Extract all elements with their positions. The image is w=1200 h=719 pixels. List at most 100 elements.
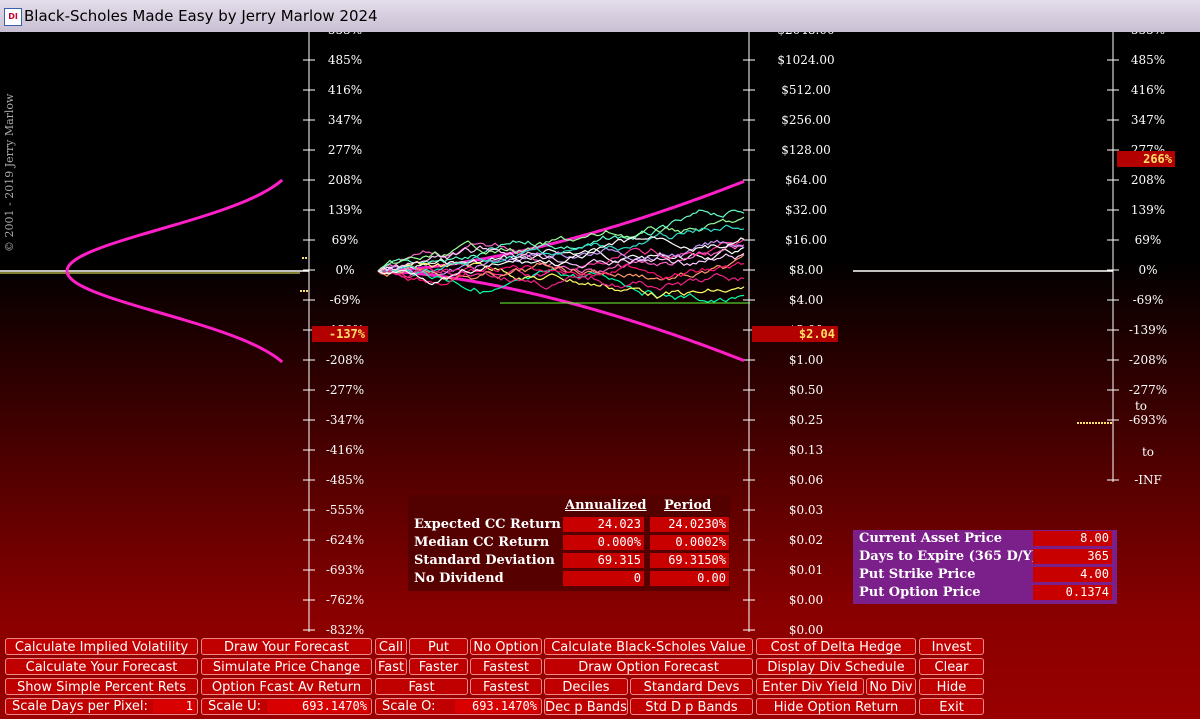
asset-row-strike[interactable]: Put Strike Price 4.00 bbox=[853, 566, 1117, 583]
price-axis-tick-label: $4.00 bbox=[789, 293, 823, 307]
put-button[interactable]: Put bbox=[409, 638, 468, 655]
left-axis-badge: -137% bbox=[312, 326, 368, 342]
standard-devs-button[interactable]: Standard Devs bbox=[630, 678, 753, 695]
simulation-path bbox=[377, 238, 745, 279]
price-axis-badge: $2.04 bbox=[752, 326, 838, 342]
scale-days-label: Scale Days per Pixel: bbox=[12, 699, 148, 714]
right-axis-tick-label: 69% bbox=[1135, 233, 1162, 247]
no-option-button[interactable]: No Option bbox=[470, 638, 542, 655]
asset-row-label: Days to Expire (365 D/Y) bbox=[859, 549, 1038, 564]
deciles-button[interactable]: Deciles bbox=[544, 678, 628, 695]
stats-row-dividend: No Dividend 0 0.00 bbox=[414, 571, 730, 587]
title-bar: DI Black-Scholes Made Easy by Jerry Marl… bbox=[0, 0, 1200, 33]
no-div-button[interactable]: No Div bbox=[866, 678, 916, 695]
right-axis-tick-label: 347% bbox=[1131, 113, 1165, 127]
scale-u-control[interactable]: Scale U: 693.1470% bbox=[201, 698, 372, 715]
fastest-option-button[interactable]: Fastest bbox=[470, 678, 542, 695]
left-axis-tick-label: -485% bbox=[326, 473, 364, 487]
asset-row-option-price: Put Option Price 0.1374 bbox=[853, 584, 1117, 601]
left-axis-tick-label: 347% bbox=[328, 113, 362, 127]
price-axis-tick-label: $64.00 bbox=[785, 173, 827, 187]
left-axis-tick-label: -555% bbox=[326, 503, 364, 517]
draw-forecast-button[interactable]: Draw Your Forecast bbox=[201, 638, 372, 655]
draw-option-forecast-button[interactable]: Draw Option Forecast bbox=[544, 658, 753, 675]
left-axis-tick-label: 0% bbox=[335, 263, 354, 277]
price-axis-tick-label: $0.50 bbox=[789, 383, 823, 397]
right-axis-tick-label: -277% bbox=[1129, 383, 1167, 397]
enter-div-yield-button[interactable]: Enter Div Yield bbox=[756, 678, 864, 695]
left-axis-tick-label: 208% bbox=[328, 173, 362, 187]
right-axis-tick-label: to bbox=[1142, 445, 1154, 459]
option-fcast-av-return-button[interactable]: Option Fcast Av Return bbox=[201, 678, 372, 695]
fast-sim-button[interactable]: Fast bbox=[375, 658, 407, 675]
left-axis-tick-label: -277% bbox=[326, 383, 364, 397]
right-axis-tick-label: -139% bbox=[1129, 323, 1167, 337]
stats-row-label: Expected CC Return bbox=[414, 517, 561, 532]
fast-option-button[interactable]: Fast bbox=[375, 678, 468, 695]
left-axis-tick-label: 416% bbox=[328, 83, 362, 97]
scale-days-control[interactable]: Scale Days per Pixel: 1 bbox=[5, 698, 198, 715]
chart-canvas: 555% 485% 416% 347% 277% 208% 139% 69% 0% -69% -13… bbox=[0, 32, 1200, 719]
right-axis-tick-label: -69% bbox=[1133, 293, 1164, 307]
price-axis-tick-label: $0.00 bbox=[789, 623, 823, 637]
distribution-curve bbox=[65, 178, 284, 364]
asset-row-days[interactable]: Days to Expire (365 D/Y) 365 bbox=[853, 548, 1117, 565]
std-bands-button[interactable]: Std D p Bands bbox=[630, 698, 753, 715]
simulation-path bbox=[377, 266, 745, 291]
simulation-path bbox=[377, 216, 745, 272]
scale-u-label: Scale U: bbox=[208, 699, 262, 714]
price-axis-tick-label: $32.00 bbox=[785, 203, 827, 217]
upper-band-curve bbox=[378, 180, 745, 273]
price-axis-tick-label: $0.03 bbox=[789, 503, 823, 517]
display-div-schedule-button[interactable]: Display Div Schedule bbox=[756, 658, 916, 675]
days-to-expire-field[interactable]: 365 bbox=[1033, 549, 1112, 564]
scale-o-label: Scale O: bbox=[382, 699, 436, 714]
cost-delta-hedge-button[interactable]: Cost of Delta Hedge bbox=[756, 638, 916, 655]
calc-bs-value-button[interactable]: Calculate Black-Scholes Value bbox=[544, 638, 753, 655]
median-annualized: 0.000% bbox=[563, 535, 644, 550]
asset-row-label: Put Option Price bbox=[859, 585, 981, 600]
price-axis-tick-label: $0.02 bbox=[789, 533, 823, 547]
left-axis-tick-label: -416% bbox=[326, 443, 364, 457]
asset-row-label: Current Asset Price bbox=[859, 531, 1003, 546]
dividend-annualized: 0 bbox=[563, 571, 644, 586]
price-axis-tick-label: $1.00 bbox=[789, 353, 823, 367]
simulation-path bbox=[377, 260, 745, 300]
exit-button[interactable]: Exit bbox=[919, 698, 984, 715]
clear-button[interactable]: Clear bbox=[919, 658, 984, 675]
invest-button[interactable]: Invest bbox=[919, 638, 984, 655]
call-button[interactable]: Call bbox=[375, 638, 407, 655]
price-axis-tick-label: $128.00 bbox=[781, 143, 831, 157]
right-axis-tick-label: 139% bbox=[1131, 203, 1165, 217]
scale-o-control[interactable]: Scale O: 693.1470% bbox=[375, 698, 542, 715]
price-axis-tick-label: $8.00 bbox=[789, 263, 823, 277]
calc-implied-vol-button[interactable]: Calculate Implied Volatility bbox=[5, 638, 198, 655]
current-asset-price-field[interactable]: 8.00 bbox=[1033, 531, 1112, 546]
window-title: Black-Scholes Made Easy by Jerry Marlow … bbox=[24, 7, 378, 25]
stats-row-label: Median CC Return bbox=[414, 535, 550, 550]
simulate-price-button[interactable]: Simulate Price Change bbox=[201, 658, 372, 675]
simulation-path bbox=[377, 224, 745, 273]
left-axis-tick-label: -69% bbox=[330, 293, 361, 307]
left-axis-tick-label: 277% bbox=[328, 143, 362, 157]
scale-days-input[interactable]: 1 bbox=[153, 700, 195, 713]
show-simple-returns-button[interactable]: Show Simple Percent Rets bbox=[5, 678, 198, 695]
simulation-path bbox=[377, 245, 745, 272]
dec-bands-button[interactable]: Dec p Bands bbox=[544, 698, 628, 715]
hide-option-return-button[interactable]: Hide Option Return bbox=[756, 698, 916, 715]
dividend-period: 0.00 bbox=[650, 571, 729, 586]
calc-your-forecast-button[interactable]: Calculate Your Forecast bbox=[5, 658, 198, 675]
scale-o-input[interactable]: 693.1470% bbox=[455, 700, 539, 713]
return-stats-panel: Annualized Period Expected CC Return 24.… bbox=[408, 495, 730, 591]
fastest-sim-button[interactable]: Fastest bbox=[470, 658, 542, 675]
right-axis-tick-label: -INF bbox=[1134, 473, 1162, 487]
scale-u-input[interactable]: 693.1470% bbox=[267, 700, 369, 713]
hide-button[interactable]: Hide bbox=[919, 678, 984, 695]
asset-row-price[interactable]: Current Asset Price 8.00 bbox=[853, 530, 1117, 547]
app-icon[interactable]: DI bbox=[4, 8, 22, 26]
right-axis-tick-label: 416% bbox=[1131, 83, 1165, 97]
faster-sim-button[interactable]: Faster bbox=[409, 658, 468, 675]
right-axis-tick-label: -693% bbox=[1129, 413, 1167, 427]
price-axis-tick-label: $2048.00 bbox=[777, 32, 834, 37]
put-strike-field[interactable]: 4.00 bbox=[1033, 567, 1112, 582]
